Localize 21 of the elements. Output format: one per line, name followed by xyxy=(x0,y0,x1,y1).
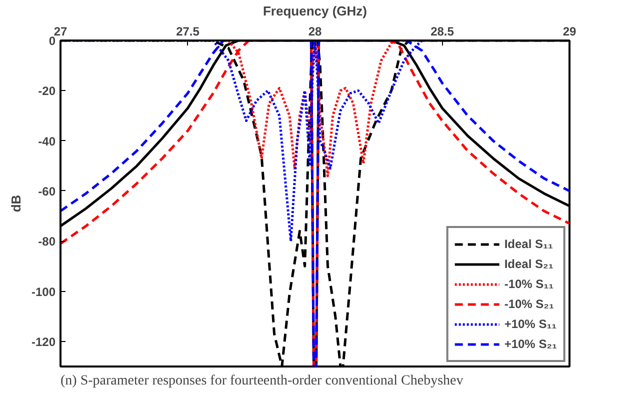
y-tick-label: -60 xyxy=(38,184,56,198)
x-tick-label: 29 xyxy=(562,24,576,38)
x-tick-label: 27.5 xyxy=(176,24,200,38)
x-tick-label: 28.5 xyxy=(430,24,454,38)
text: (n) S-parameter responses for fourteenth-order conventional Chebyshev xyxy=(60,374,464,388)
y-tick-label: -40 xyxy=(38,134,56,148)
legend-label: -10% S₁₁ xyxy=(504,277,554,291)
y-tick-label: 0 xyxy=(48,34,56,48)
legend-label: +10% S₂₁ xyxy=(504,337,557,351)
legend-label: Ideal S₂₁ xyxy=(504,257,554,271)
legend-label: +10% S₁₁ xyxy=(504,317,557,331)
y-tick-label: -20 xyxy=(38,84,56,98)
y-tick-label: -80 xyxy=(38,234,56,249)
x-tick-label: 28 xyxy=(308,24,322,38)
x-tick-label: 27 xyxy=(54,24,68,38)
y-axis-title: dB xyxy=(8,194,24,212)
y-tick-label: -120 xyxy=(31,334,56,349)
legend-label: Ideal S₁₁ xyxy=(504,237,553,251)
x-axis-title: Frequency (GHz) xyxy=(262,4,368,18)
legend-label: -10% S₂₁ xyxy=(504,297,554,311)
y-tick-label: -100 xyxy=(31,284,56,299)
